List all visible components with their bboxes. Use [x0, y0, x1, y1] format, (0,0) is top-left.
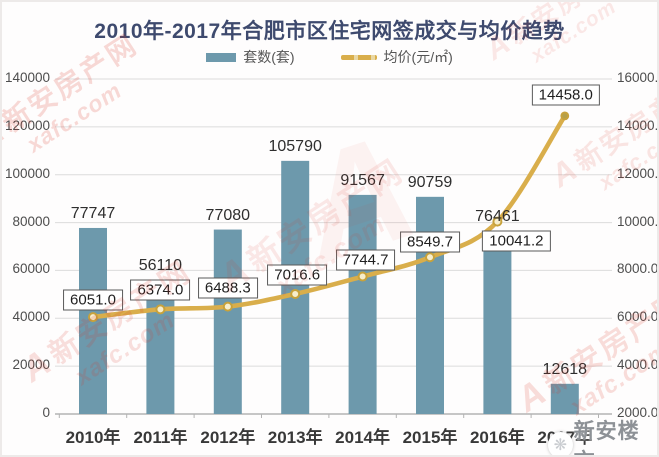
bar-2015年: [416, 196, 444, 414]
line-series-swatch-icon: [340, 54, 377, 60]
bar-2017年: [550, 383, 579, 414]
bar-2016年: [483, 231, 512, 414]
bar-2013年: [281, 160, 310, 414]
legend: 套数(套) 均价(元/㎡): [2, 47, 657, 67]
line-marker-2014年: [357, 271, 368, 282]
bar-2014年: [348, 194, 377, 414]
bar-series-swatch-icon: [206, 52, 237, 62]
legend-label-bar-series: 套数(套): [243, 49, 295, 65]
chart-title: 2010年-2017年合肥市区住宅网签成交与均价趋势: [94, 20, 565, 43]
legend-label-line-series: 均价(元/㎡): [383, 49, 453, 65]
legend-item-bar-series: 套数(套): [206, 47, 295, 67]
line-marker-2011年: [155, 304, 166, 315]
line-marker-2017年: [560, 111, 570, 121]
line-marker-2010年: [88, 312, 98, 323]
line-marker-2016年: [492, 216, 503, 227]
line-marker-2012年: [222, 301, 233, 312]
legend-item-line-series: 均价(元/㎡): [340, 47, 453, 67]
line-marker-2013年: [290, 288, 301, 299]
bar-2012年: [213, 229, 242, 414]
line-marker-2015年: [425, 252, 435, 263]
bar-2011年: [146, 279, 175, 414]
